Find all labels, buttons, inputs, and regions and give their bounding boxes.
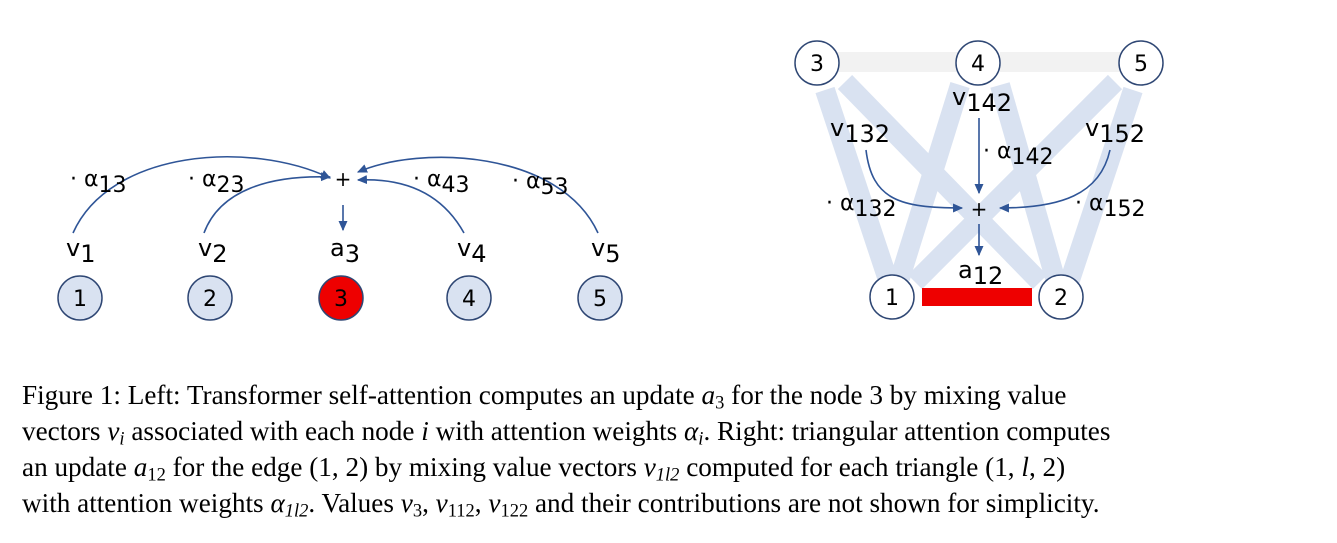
value-label-v132: v132	[830, 114, 890, 148]
value-label-v2: v2	[198, 234, 227, 268]
weight-label-alpha142: · α142	[983, 139, 1054, 170]
left-node-3: 3	[318, 275, 364, 321]
svg-text:4: 4	[971, 52, 985, 77]
right-node-4: 4	[955, 40, 1001, 86]
caption-line-4: with attention weights α1l2. Values v3, …	[22, 488, 1100, 521]
weight-label-alpha43: · α43	[413, 167, 470, 198]
weight-label-alpha132: · α132	[826, 191, 897, 222]
output-label-a12: a12	[958, 256, 1003, 290]
left-plus: +	[335, 167, 352, 191]
arrow-v4-to-plus	[356, 175, 465, 234]
caption-line-2: vectors vi associated with each node i w…	[22, 416, 1111, 449]
weight-label-alpha23: · α23	[188, 167, 245, 198]
value-label-v1: v1	[66, 234, 95, 268]
highlight-edge-1-2	[922, 288, 1032, 306]
value-label-v152: v152	[1085, 114, 1145, 148]
figure-caption: Figure 1: Left: Transformer self-attenti…	[22, 377, 1318, 521]
weight-label-alpha152: · α152	[1075, 191, 1146, 222]
svg-text:2: 2	[1054, 286, 1068, 311]
left-node-4: 4	[446, 275, 492, 321]
right-node-1: 1	[869, 274, 915, 320]
caption-line-1: Figure 1: Left: Transformer self-attenti…	[22, 380, 1067, 413]
left-node-5: 5	[577, 275, 623, 321]
value-label-v5: v5	[591, 234, 620, 268]
weight-label-alpha53: · α53	[512, 169, 569, 200]
figure-svg: + · α13 · α23 · α43 · α53 v1 v2 a3 v4 v5…	[57, 40, 1164, 321]
right-node-5: 5	[1118, 40, 1164, 86]
caption-line-3: an update a12 for the edge (1, 2) by mix…	[22, 452, 1066, 485]
arrow-v2-to-plus	[203, 172, 332, 234]
right-node-2: 2	[1038, 274, 1084, 320]
svg-text:2: 2	[203, 287, 217, 312]
arrow-v1-to-plus	[72, 156, 332, 234]
right-plus: +	[971, 197, 988, 221]
svg-text:5: 5	[1134, 52, 1148, 77]
arrow-v5-to-plus	[356, 156, 599, 234]
svg-text:1: 1	[885, 286, 899, 311]
svg-text:4: 4	[462, 287, 476, 312]
left-node-2: 2	[187, 275, 233, 321]
svg-text:3: 3	[810, 52, 824, 77]
left-panel: + · α13 · α23 · α43 · α53 v1 v2 a3 v4 v5…	[57, 156, 623, 321]
arrow-v132-to-plus	[865, 149, 964, 213]
value-label-v4: v4	[457, 234, 486, 268]
value-label-v142: v142	[952, 83, 1012, 117]
right-node-3: 3	[794, 40, 840, 86]
triangle-edges	[815, 52, 1143, 290]
right-panel: + v132 v142 v152 · α132 · α142 · α152 a1…	[794, 40, 1164, 320]
left-node-1: 1	[57, 275, 103, 321]
svg-text:5: 5	[593, 287, 607, 312]
svg-text:1: 1	[73, 287, 87, 312]
figure: + · α13 · α23 · α43 · α53 v1 v2 a3 v4 v5…	[57, 40, 1164, 321]
svg-text:3: 3	[334, 287, 348, 312]
arrow-v152-to-plus	[998, 149, 1111, 213]
weight-label-alpha13: · α13	[70, 167, 127, 198]
value-label-a3: a3	[330, 234, 360, 268]
